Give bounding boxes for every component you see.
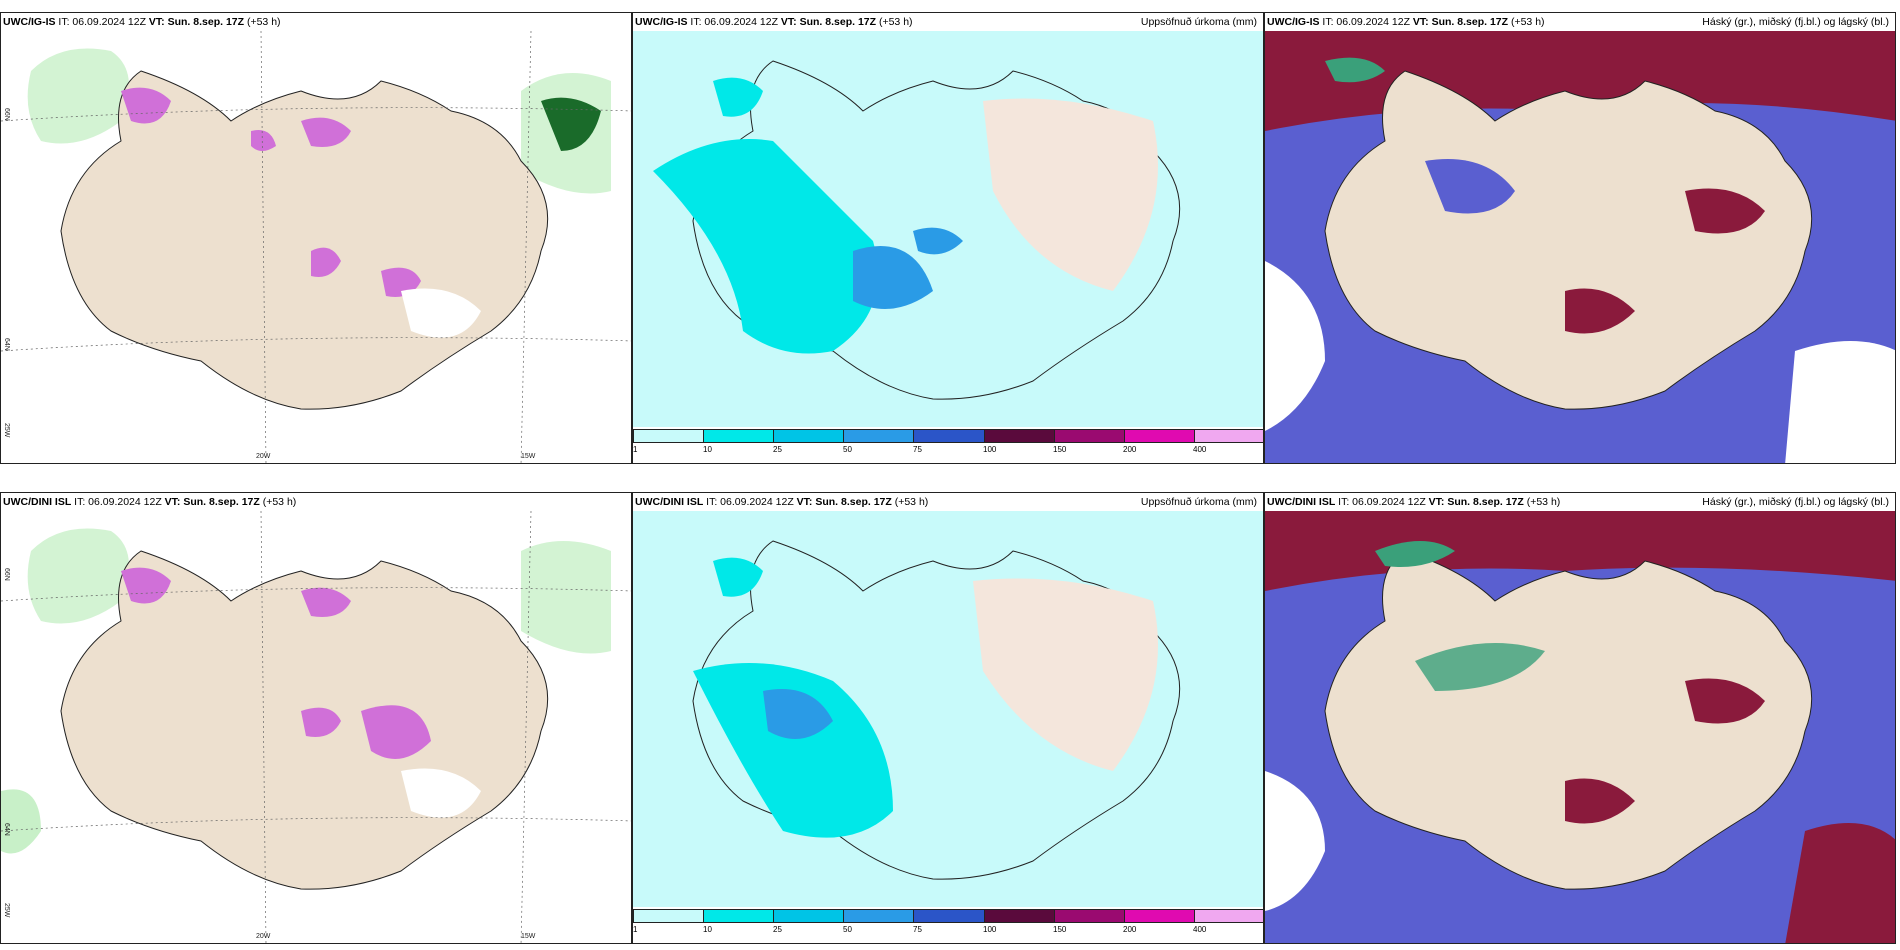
wind-map xyxy=(1,511,631,943)
colorbar-label: 400 xyxy=(1193,445,1207,454)
cloud-title: Háský (gr.), miðský (fj.bl.) og lágský (… xyxy=(1702,16,1889,28)
precip-map xyxy=(633,511,1263,907)
precip-map xyxy=(633,31,1263,427)
panel-header: UWC/IG-IS IT: 06.09.2024 12Z VT: Sun. 8.… xyxy=(635,16,913,28)
colorbar-labels: 1 10 25 50 75 100 150 200 400 xyxy=(633,445,1263,457)
lat-label-bottom: 64N xyxy=(3,823,10,836)
cloud-map xyxy=(1265,511,1895,943)
panel-header: UWC/DINI ISL IT: 06.09.2024 12Z VT: Sun.… xyxy=(3,496,297,508)
precip-colorbar xyxy=(633,429,1263,443)
precip-colorbar xyxy=(633,909,1263,923)
colorbar-label: 150 xyxy=(1053,925,1067,934)
wind-panel-row1: UWC/IG-IS IT: 06.09.2024 12Z VT: Sun. 8.… xyxy=(0,12,632,464)
lon-label-mid: 20W xyxy=(256,453,271,460)
panel-header: UWC/DINI ISL IT: 06.09.2024 12Z VT: Sun.… xyxy=(1267,496,1561,508)
lon-label-left: 25W xyxy=(3,903,10,918)
lat-label-bottom: 64N xyxy=(3,338,10,351)
colorbar-label: 200 xyxy=(1123,925,1137,934)
lat-label-top: 66N xyxy=(3,568,10,581)
colorbar-label: 25 xyxy=(773,925,782,934)
colorbar-label: 10 xyxy=(703,445,712,454)
colorbar-label: 1 xyxy=(633,925,638,934)
precip-title: Uppsöfnuð úrkoma (mm) xyxy=(1140,16,1257,28)
cloud-panel-row2: UWC/DINI ISL IT: 06.09.2024 12Z VT: Sun.… xyxy=(1264,492,1896,944)
panel-header: UWC/IG-IS IT: 06.09.2024 12Z VT: Sun. 8.… xyxy=(1267,16,1545,28)
lon-label-mid: 20W xyxy=(256,933,271,940)
lon-label-right: 15W xyxy=(521,933,536,940)
colorbar-label: 50 xyxy=(843,445,852,454)
lat-label-top: 66N xyxy=(3,108,10,121)
colorbar-label: 50 xyxy=(843,925,852,934)
colorbar-labels: 1 10 25 50 75 100 150 200 400 xyxy=(633,925,1263,937)
colorbar-label: 400 xyxy=(1193,925,1207,934)
panel-header: UWC/IG-IS IT: 06.09.2024 12Z VT: Sun. 8.… xyxy=(3,16,281,28)
lon-label-left: 25W xyxy=(3,423,10,438)
colorbar-label: 100 xyxy=(983,925,997,934)
colorbar-label: 200 xyxy=(1123,445,1137,454)
colorbar-label: 25 xyxy=(773,445,782,454)
colorbar-label: 75 xyxy=(913,445,922,454)
colorbar-label: 75 xyxy=(913,925,922,934)
colorbar-label: 150 xyxy=(1053,445,1067,454)
precip-panel-row2: UWC/DINI ISL IT: 06.09.2024 12Z VT: Sun.… xyxy=(632,492,1264,944)
cloud-title: Háský (gr.), miðský (fj.bl.) og lágský (… xyxy=(1702,496,1889,508)
colorbar-label: 10 xyxy=(703,925,712,934)
cloud-map xyxy=(1265,31,1895,463)
wind-panel-row2: UWC/DINI ISL IT: 06.09.2024 12Z VT: Sun.… xyxy=(0,492,632,944)
colorbar-label: 1 xyxy=(633,445,638,454)
wind-map xyxy=(1,31,631,463)
panel-header: UWC/DINI ISL IT: 06.09.2024 12Z VT: Sun.… xyxy=(635,496,929,508)
lon-label-right: 15W xyxy=(521,453,536,460)
precip-title: Uppsöfnuð úrkoma (mm) xyxy=(1140,496,1257,508)
colorbar-label: 100 xyxy=(983,445,997,454)
precip-panel-row1: UWC/IG-IS IT: 06.09.2024 12Z VT: Sun. 8.… xyxy=(632,12,1264,464)
cloud-panel-row1: UWC/IG-IS IT: 06.09.2024 12Z VT: Sun. 8.… xyxy=(1264,12,1896,464)
